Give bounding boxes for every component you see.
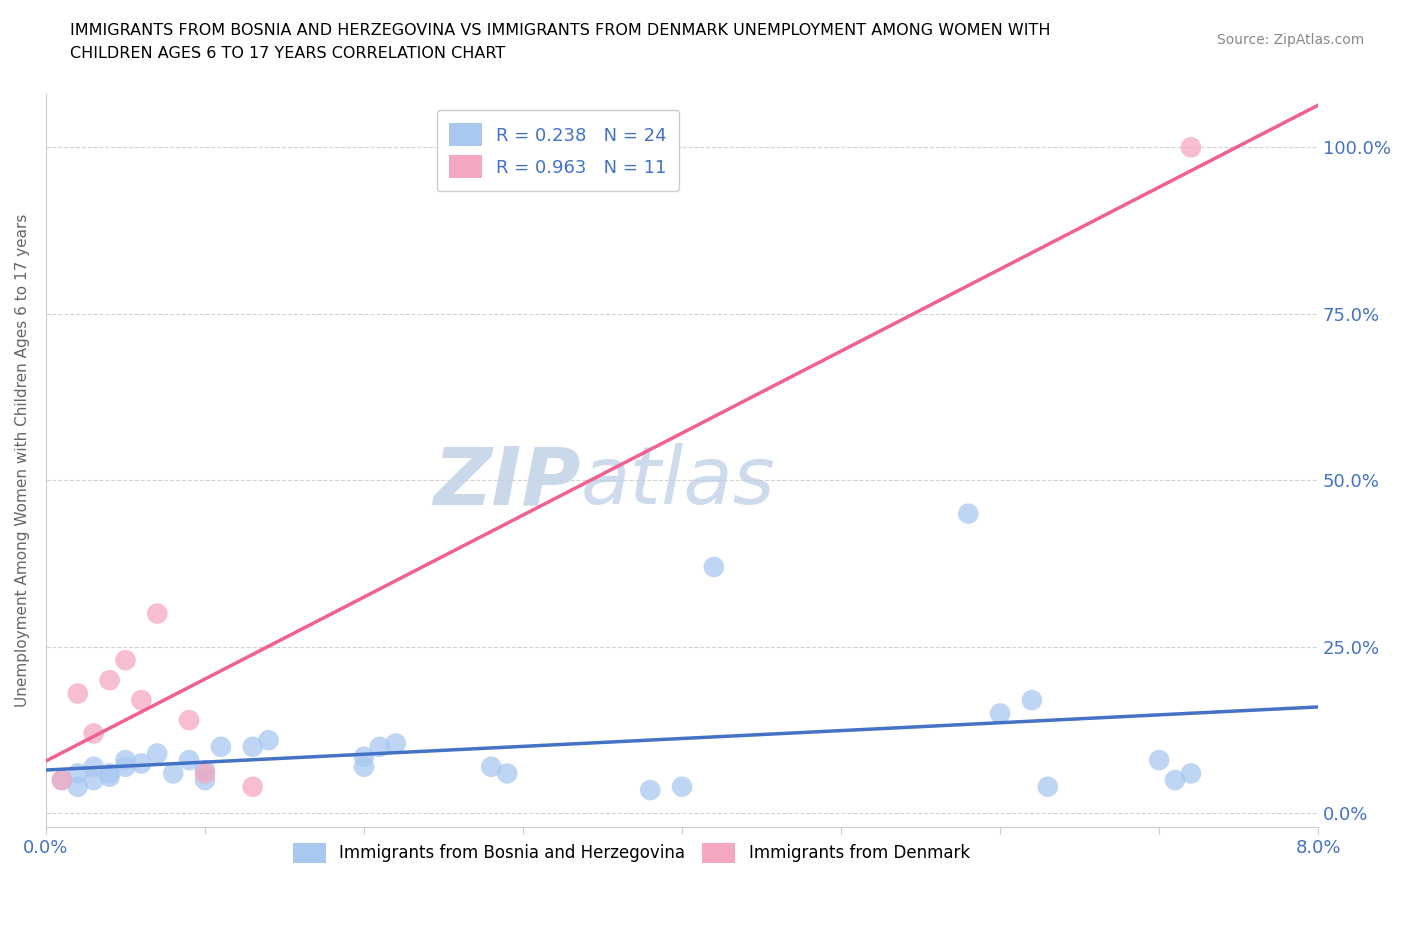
Point	[98, 769, 121, 784]
Point	[209, 739, 232, 754]
Text: atlas: atlas	[581, 444, 775, 522]
Point	[194, 763, 217, 777]
Point	[257, 733, 280, 748]
Point	[146, 746, 169, 761]
Point	[98, 672, 121, 687]
Point	[51, 773, 73, 788]
Point	[385, 736, 408, 751]
Point	[496, 766, 519, 781]
Point	[703, 560, 725, 575]
Point	[479, 759, 502, 774]
Point	[177, 752, 200, 767]
Point	[368, 739, 391, 754]
Y-axis label: Unemployment Among Women with Children Ages 6 to 17 years: Unemployment Among Women with Children A…	[15, 214, 30, 707]
Point	[51, 773, 73, 788]
Point	[194, 773, 217, 788]
Point	[114, 752, 136, 767]
Point	[83, 726, 105, 741]
Point	[146, 606, 169, 621]
Point	[131, 756, 153, 771]
Point	[957, 506, 980, 521]
Point	[177, 712, 200, 727]
Point	[638, 783, 661, 798]
Point	[1180, 766, 1202, 781]
Point	[98, 766, 121, 781]
Point	[131, 693, 153, 708]
Text: IMMIGRANTS FROM BOSNIA AND HERZEGOVINA VS IMMIGRANTS FROM DENMARK UNEMPLOYMENT A: IMMIGRANTS FROM BOSNIA AND HERZEGOVINA V…	[70, 23, 1050, 38]
Point	[1164, 773, 1187, 788]
Point	[1180, 140, 1202, 154]
Point	[1147, 752, 1170, 767]
Point	[353, 759, 375, 774]
Point	[162, 766, 184, 781]
Point	[1036, 779, 1059, 794]
Point	[66, 766, 89, 781]
Point	[194, 766, 217, 781]
Point	[242, 739, 264, 754]
Legend: Immigrants from Bosnia and Herzegovina, Immigrants from Denmark: Immigrants from Bosnia and Herzegovina, …	[285, 836, 976, 870]
Point	[671, 779, 693, 794]
Text: ZIP: ZIP	[433, 444, 581, 522]
Point	[114, 759, 136, 774]
Point	[66, 686, 89, 701]
Point	[83, 773, 105, 788]
Point	[988, 706, 1011, 721]
Text: Source: ZipAtlas.com: Source: ZipAtlas.com	[1216, 33, 1364, 46]
Point	[114, 653, 136, 668]
Point	[353, 750, 375, 764]
Text: CHILDREN AGES 6 TO 17 YEARS CORRELATION CHART: CHILDREN AGES 6 TO 17 YEARS CORRELATION …	[70, 46, 506, 61]
Point	[66, 779, 89, 794]
Point	[1021, 693, 1043, 708]
Point	[242, 779, 264, 794]
Point	[83, 759, 105, 774]
